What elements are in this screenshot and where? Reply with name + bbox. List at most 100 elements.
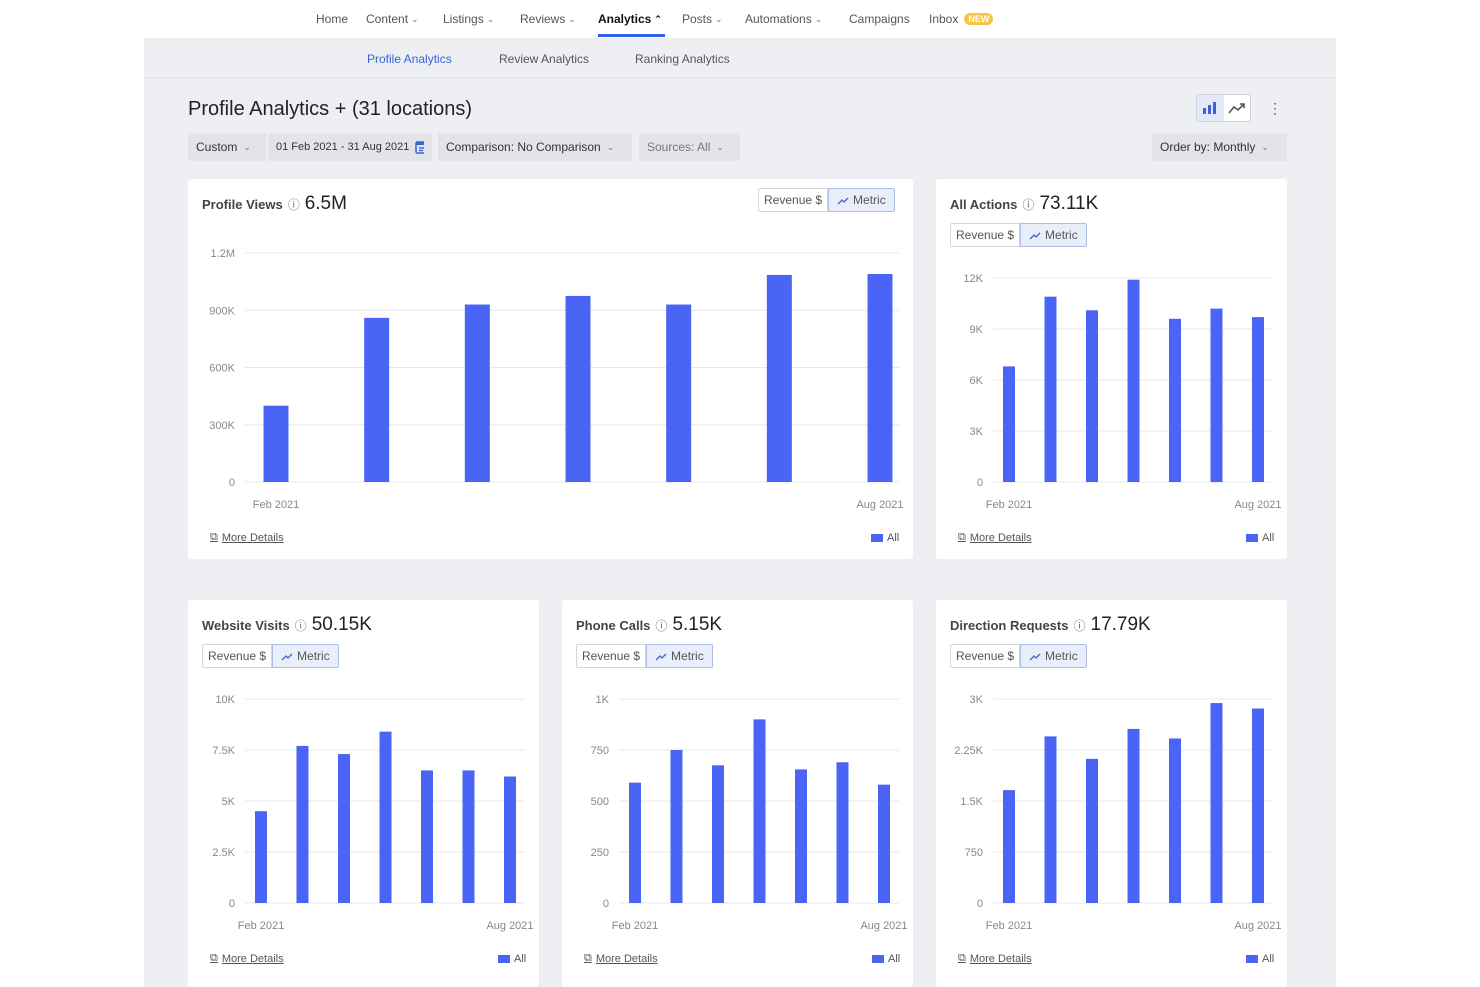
subtab-ranking-analytics[interactable]: Ranking Analytics: [635, 52, 730, 66]
bar[interactable]: [1210, 308, 1223, 482]
revenue-toggle[interactable]: Revenue $: [576, 644, 647, 668]
more-details-link[interactable]: ⧉ More Details: [584, 952, 658, 965]
subtab-review-analytics[interactable]: Review Analytics: [499, 52, 590, 66]
nav-content-label: Content: [366, 12, 409, 26]
metric-toggle[interactable]: Metric: [828, 188, 895, 212]
all-actions-chart: 0 3K 6K 9K 12K Feb 2021 Aug 2021: [963, 273, 1281, 511]
bar[interactable]: [338, 754, 350, 903]
bar[interactable]: [1003, 366, 1015, 482]
date-range-picker[interactable]: 01 Feb 2021 - 31 Aug 2021: [268, 133, 432, 161]
nav-campaigns[interactable]: Campaigns: [849, 12, 910, 26]
nav-automations[interactable]: Automations ⌄: [745, 12, 822, 26]
bar[interactable]: [867, 273, 893, 482]
legend: All: [872, 953, 900, 965]
bar[interactable]: [1127, 279, 1140, 482]
nav-reviews-label: Reviews: [520, 12, 566, 26]
card-phone-calls: Phone Calls ⓘ 5.15K Revenue $ Metric 0 250 5…: [562, 600, 913, 987]
page-title: Profile Analytics + (31 locations): [188, 98, 473, 120]
bar[interactable]: [1252, 317, 1264, 482]
more-options-icon[interactable]: ⋮: [1268, 100, 1282, 116]
bar[interactable]: [836, 762, 849, 903]
info-icon[interactable]: ⓘ: [655, 619, 668, 633]
bar[interactable]: [504, 776, 516, 903]
bar[interactable]: [712, 765, 724, 903]
bar[interactable]: [878, 784, 890, 903]
bar-chart-view-button[interactable]: [1197, 95, 1224, 121]
legend-label: All: [887, 532, 900, 544]
y-tick-label: 3K: [970, 426, 984, 438]
bar[interactable]: [1086, 310, 1098, 482]
card-title: Profile Views ⓘ 6.5M: [202, 193, 347, 215]
revenue-toggle[interactable]: Revenue $: [758, 188, 829, 212]
order-by-dropdown[interactable]: Order by: Monthly ⌄: [1152, 133, 1287, 161]
bar[interactable]: [1210, 703, 1223, 903]
bar[interactable]: [1127, 728, 1140, 903]
card-title: Phone Calls ⓘ 5.15K: [576, 614, 722, 636]
bar[interactable]: [1086, 758, 1098, 903]
nav-listings[interactable]: Listings ⌄: [443, 12, 494, 26]
metric-toggle[interactable]: Metric: [646, 644, 713, 668]
comparison-dropdown[interactable]: Comparison: No Comparison ⌄: [438, 133, 632, 161]
bar[interactable]: [795, 769, 807, 903]
range-type-dropdown[interactable]: Custom ⌄: [188, 133, 266, 161]
bar[interactable]: [670, 750, 683, 903]
x-tick-label: Aug 2021: [1234, 920, 1281, 932]
bar[interactable]: [565, 295, 591, 482]
metric-toggle[interactable]: Metric: [1020, 644, 1087, 668]
nav-content[interactable]: Content ⌄: [366, 12, 419, 26]
info-icon[interactable]: ⓘ: [287, 198, 300, 212]
bar[interactable]: [1044, 736, 1057, 903]
more-details-link[interactable]: ⧉ More Details: [210, 952, 284, 965]
x-tick-label: Aug 2021: [486, 920, 533, 932]
more-details-link[interactable]: ⧉ More Details: [210, 531, 284, 544]
bar[interactable]: [1044, 296, 1057, 482]
info-icon[interactable]: ⓘ: [1073, 619, 1086, 633]
y-tick-label: 12K: [963, 273, 983, 285]
chevron-down-icon: ⌄: [814, 13, 823, 24]
y-tick-label: 10K: [215, 694, 235, 706]
bar[interactable]: [766, 274, 792, 482]
bar[interactable]: [1003, 790, 1015, 903]
bar[interactable]: [462, 770, 475, 903]
calendar-icon: [415, 141, 424, 154]
nav-inbox[interactable]: Inbox NEW: [929, 12, 994, 26]
bar[interactable]: [296, 745, 309, 903]
info-icon[interactable]: ⓘ: [294, 619, 307, 633]
bar[interactable]: [255, 811, 267, 903]
more-details-link[interactable]: ⧉ More Details: [958, 531, 1032, 544]
nav-posts[interactable]: Posts ⌄: [682, 12, 723, 26]
bar[interactable]: [1169, 738, 1181, 903]
nav-reviews[interactable]: Reviews ⌄: [520, 12, 576, 26]
website-visits-chart: 0 2.5K 5K 7.5K 10K Feb 2021 Aug 2021: [212, 694, 533, 932]
bar[interactable]: [364, 317, 390, 482]
revenue-toggle[interactable]: Revenue $: [950, 223, 1021, 247]
nav-analytics[interactable]: Analytics ⌃: [598, 12, 662, 26]
bar[interactable]: [753, 719, 766, 903]
bar[interactable]: [379, 731, 392, 903]
metric-toggle[interactable]: Metric: [272, 644, 339, 668]
bar[interactable]: [666, 304, 692, 482]
bar[interactable]: [464, 304, 490, 482]
more-details-link[interactable]: ⧉ More Details: [958, 952, 1032, 965]
bar[interactable]: [1252, 708, 1264, 903]
y-tick-label: 1.2M: [211, 248, 235, 260]
bar[interactable]: [263, 405, 289, 482]
nav-home[interactable]: Home: [316, 12, 348, 26]
chevron-down-icon: ⌄: [1261, 141, 1269, 152]
bar[interactable]: [1169, 318, 1181, 482]
card-total-value: 6.5M: [304, 193, 347, 214]
metric-label: Metric: [1045, 649, 1078, 663]
y-tick-label: 0: [977, 477, 983, 489]
subtab-profile-analytics[interactable]: Profile Analytics: [367, 52, 452, 66]
metric-toggle[interactable]: Metric: [1020, 223, 1087, 247]
more-details-label: More Details: [221, 531, 284, 544]
legend-swatch: [1246, 955, 1258, 963]
y-tick-label: 300K: [209, 420, 235, 432]
bar[interactable]: [629, 782, 641, 903]
info-icon[interactable]: ⓘ: [1022, 198, 1035, 212]
bar[interactable]: [421, 770, 433, 903]
sources-dropdown[interactable]: Sources: All ⌄: [639, 133, 740, 161]
line-chart-view-button[interactable]: [1224, 95, 1251, 121]
revenue-toggle[interactable]: Revenue $: [202, 644, 273, 668]
revenue-toggle[interactable]: Revenue $: [950, 644, 1021, 668]
